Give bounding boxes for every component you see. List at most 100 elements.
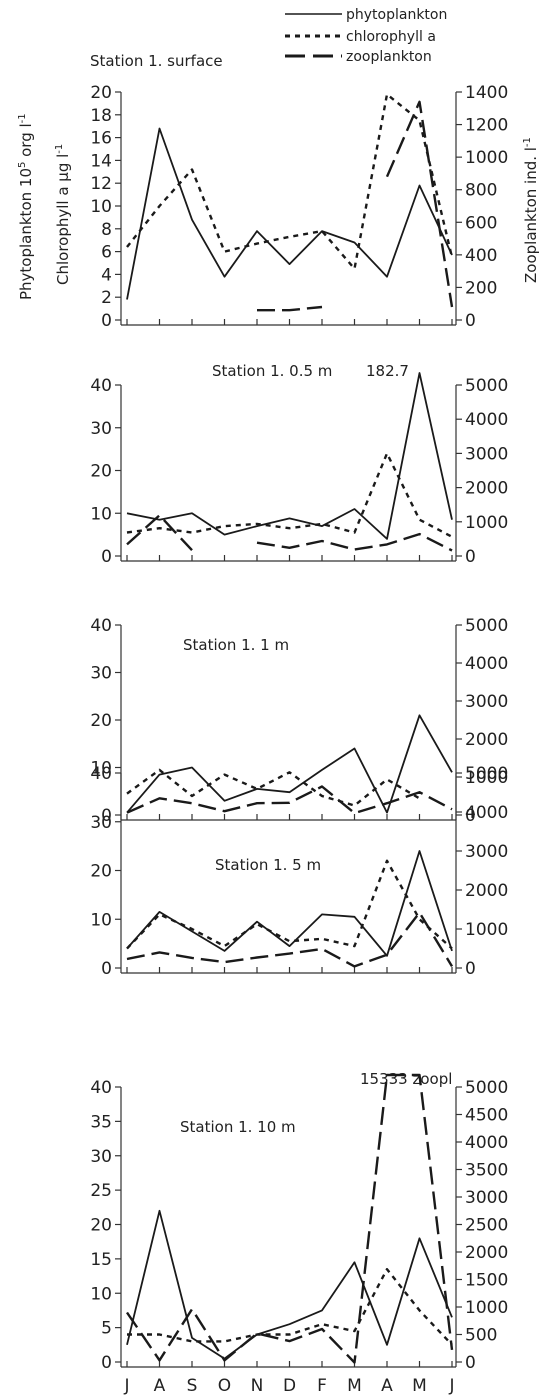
month-label: F xyxy=(317,1376,327,1396)
right-tick-label: 4500 xyxy=(465,1106,508,1126)
left-tick-label: 0 xyxy=(101,547,112,567)
right-tick-label: 1500 xyxy=(465,1271,508,1291)
right-tick-label: 2500 xyxy=(465,1216,508,1236)
right-tick-label: 5000 xyxy=(465,376,508,396)
left-tick-label: 16 xyxy=(90,129,112,149)
panel-annotation: 182.7 xyxy=(366,362,409,380)
left-tick-label: 20 xyxy=(90,862,112,882)
month-label: M xyxy=(347,1376,362,1396)
left-tick-label: 4 xyxy=(101,265,112,285)
month-label: J xyxy=(448,1376,454,1396)
panel-title: Station 1. 1 m xyxy=(183,636,289,654)
left-tick-label: 25 xyxy=(90,1181,112,1201)
panel-5m: Station 1. 5 m 0 10 20 30 40 0 1000 2000 3000 4000… xyxy=(90,764,508,979)
series-line-phytoplankton xyxy=(126,1209,453,1360)
right-tick-label: 4000 xyxy=(465,410,508,430)
left-tick-label: 40 xyxy=(90,764,112,784)
right-tick-label: 200 xyxy=(465,278,497,298)
right-tick-label: 4000 xyxy=(465,654,508,674)
series-line-phytoplankton xyxy=(126,714,453,814)
right-tick-label: 0 xyxy=(465,311,476,331)
month-label: A xyxy=(381,1376,393,1396)
panel-title: Station 1. 10 m xyxy=(180,1118,296,1136)
legend-label-zooplankton: zooplankton xyxy=(346,49,432,65)
series-line-zooplankton xyxy=(126,514,193,552)
panel-0-5m: Station 1. 0.5 m 182.7 0 10 20 30 40 0 1000 2000 3… xyxy=(90,362,508,567)
series-line-chlorophyll-a xyxy=(126,93,454,270)
legend-label-phytoplankton: phytoplankton xyxy=(346,7,447,23)
series-line-zooplankton xyxy=(256,532,453,552)
left-tick-label: 8 xyxy=(101,220,112,240)
right-tick-label: 800 xyxy=(465,181,497,201)
left-tick-label: 0 xyxy=(101,1353,112,1373)
panel-annotation: 15333 zoopl xyxy=(360,1070,452,1088)
series-line-zooplankton xyxy=(126,1073,454,1364)
right-tick-label: 0 xyxy=(465,806,476,826)
left-tick-label: 20 xyxy=(90,711,112,731)
left-tick-label: 0 xyxy=(101,311,112,331)
right-tick-label: 4000 xyxy=(465,803,508,823)
right-tick-label: 0 xyxy=(465,959,476,979)
month-label: J xyxy=(123,1376,129,1396)
series-line-zooplankton xyxy=(385,100,454,308)
right-tick-label: 1000 xyxy=(465,920,508,940)
panel-title: Station 1. 0.5 m xyxy=(212,362,332,380)
right-tick-label: 1400 xyxy=(465,83,508,103)
left-tick-label: 40 xyxy=(90,616,112,636)
left-tick-label: 14 xyxy=(90,151,112,171)
left-tick-label: 10 xyxy=(90,504,112,524)
left-tick-label: 30 xyxy=(90,419,112,439)
right-axis-title-zooplankton: Zooplankton ind. l-1 xyxy=(522,137,540,283)
right-tick-label: 4000 xyxy=(465,1133,508,1153)
left-tick-label: 10 xyxy=(90,759,112,779)
left-tick-label: 12 xyxy=(90,174,112,194)
left-tick-label: 0 xyxy=(101,806,112,826)
right-tick-label: 5000 xyxy=(465,616,508,636)
right-tick-label: 1000 xyxy=(465,768,508,788)
right-tick-label: 5000 xyxy=(465,764,508,784)
right-tick-label: 3000 xyxy=(465,444,508,464)
right-tick-label: 600 xyxy=(465,213,497,233)
right-tick-label: 2000 xyxy=(465,1243,508,1263)
left-tick-label: 6 xyxy=(101,243,112,263)
right-tick-label: 500 xyxy=(465,1326,497,1346)
left-tick-label: 20 xyxy=(90,462,112,482)
series-line-zooplankton xyxy=(126,911,454,968)
right-tick-label: 3000 xyxy=(465,842,508,862)
right-tick-label: 2000 xyxy=(465,730,508,750)
right-tick-label: 2000 xyxy=(465,881,508,901)
right-tick-label: 3000 xyxy=(465,1188,508,1208)
left-tick-label: 2 xyxy=(101,288,112,308)
right-tick-label: 400 xyxy=(465,246,497,266)
left-tick-label: 18 xyxy=(90,106,112,126)
month-label: O xyxy=(218,1376,231,1396)
series-line-phytoplankton xyxy=(126,372,453,540)
left-tick-label: 20 xyxy=(90,83,112,103)
left-tick-label: 10 xyxy=(90,1284,112,1304)
panel-title: Station 1. 5 m xyxy=(215,856,321,874)
right-tick-label: 1000 xyxy=(465,513,508,533)
left-axis-title-chlorophyll: Chlorophyll a µg l-1 xyxy=(54,144,72,285)
month-label: D xyxy=(283,1376,296,1396)
left-tick-label: 10 xyxy=(90,197,112,217)
left-tick-label: 30 xyxy=(90,664,112,684)
left-tick-label: 35 xyxy=(90,1112,112,1132)
left-tick-label: 40 xyxy=(90,1078,112,1098)
left-tick-label: 0 xyxy=(101,959,112,979)
left-tick-label: 40 xyxy=(90,376,112,396)
month-label: A xyxy=(154,1376,166,1396)
right-tick-label: 3500 xyxy=(465,1161,508,1181)
month-label: M xyxy=(412,1376,427,1396)
panel-surface: Station 1. surface0246810121416182002004… xyxy=(90,52,508,331)
panel-1m: Station 1. 1 m 0 10 20 30 40 0 1000 2000 3000 4000… xyxy=(90,616,508,826)
series-line-chlorophyll-a xyxy=(126,452,453,538)
series-line-zooplankton xyxy=(126,785,453,815)
legend: phytoplankton chlorophyll a zooplankton xyxy=(285,7,447,65)
left-axis-title-phytoplankton: Phytoplankton 105 org l-1 xyxy=(17,113,35,300)
right-tick-label: 3000 xyxy=(465,692,508,712)
right-tick-label: 0 xyxy=(465,1353,476,1373)
left-tick-label: 30 xyxy=(90,1147,112,1167)
legend-label-chlorophyll: chlorophyll a xyxy=(346,29,436,45)
